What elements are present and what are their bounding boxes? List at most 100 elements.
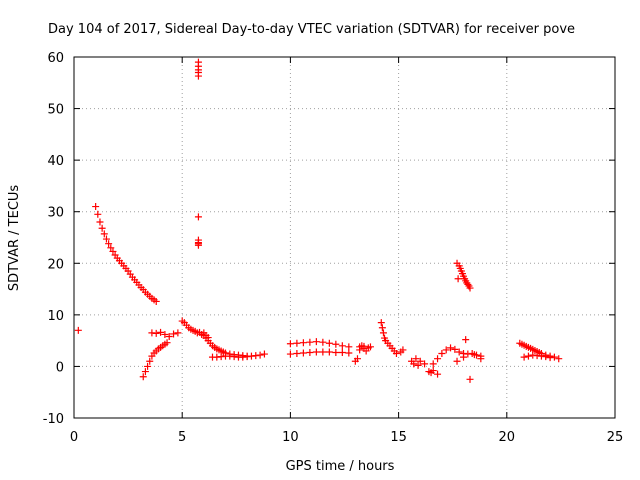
data-point (460, 353, 468, 361)
series-arc-decreasing-1 (92, 203, 160, 305)
x-tick-label: 0 (70, 430, 78, 445)
data-point (377, 319, 385, 327)
y-axis-label: SDTVAR / TECUs (7, 185, 22, 292)
data-point (555, 355, 563, 363)
series-arc-6-9h-lower (208, 352, 251, 361)
data-point (378, 324, 386, 332)
series-band-10-13h-upper (286, 338, 353, 351)
y-tick-label: 30 (47, 206, 64, 221)
data-point (524, 352, 532, 360)
data-point (94, 210, 102, 218)
data-point (161, 330, 169, 338)
data-point (414, 361, 422, 369)
data-point (286, 350, 294, 358)
data-point (286, 340, 294, 348)
series-arc-rising-2 (139, 339, 171, 381)
data-point (399, 346, 407, 354)
data-point (139, 373, 147, 381)
series-band-5h (148, 317, 212, 342)
data-point (319, 348, 327, 356)
chart-title: Day 104 of 2017, Sidereal Day-to-day VTE… (48, 22, 575, 37)
data-point (477, 355, 485, 363)
data-point (146, 357, 154, 365)
data-point (434, 355, 442, 363)
data-point (100, 230, 108, 238)
series-cluster-13h (351, 342, 374, 365)
y-tick-label: -10 (43, 412, 64, 427)
data-point (345, 343, 353, 351)
plot-frame (73, 56, 616, 419)
data-point (141, 368, 149, 376)
data-point (410, 360, 418, 368)
data-point (306, 349, 314, 357)
data-point (434, 370, 442, 378)
data-point (332, 349, 340, 357)
series-spike-5.8h (194, 58, 202, 249)
y-tick-label: 40 (47, 154, 64, 169)
series-band-10-13h-lower (286, 348, 353, 358)
data-point (429, 367, 437, 375)
data-point (152, 297, 160, 305)
series-isolated-start (74, 326, 82, 334)
data-point (299, 339, 307, 347)
series-arc-17.7-18.3h (453, 259, 474, 292)
data-point (338, 342, 346, 350)
series-arc-20.5-22.5h-lower (520, 351, 554, 362)
x-tick-label: 10 (282, 430, 299, 445)
data-point (366, 343, 374, 351)
y-tick-label: 10 (47, 309, 64, 324)
data-point (412, 355, 420, 363)
data-point (260, 350, 268, 358)
data-point (105, 240, 113, 248)
series-extras-17-19h (453, 336, 485, 383)
data-point (438, 350, 446, 358)
data-point (454, 275, 462, 283)
data-point (293, 339, 301, 347)
y-tick-label: 50 (47, 103, 64, 118)
data-point (416, 357, 424, 365)
data-point (332, 340, 340, 348)
data-point (256, 351, 264, 359)
data-point (462, 336, 470, 344)
data-point (546, 354, 554, 362)
data-point (379, 329, 387, 337)
y-tick-label: 0 (56, 360, 64, 375)
data-point (392, 350, 400, 358)
data-point (360, 342, 368, 350)
y-tick-label: 60 (47, 51, 64, 66)
data-point (520, 353, 528, 361)
series-cluster-15.5-16h (408, 355, 442, 378)
data-point (74, 326, 82, 334)
data-point (170, 330, 178, 338)
y-tick-label: 20 (47, 257, 64, 272)
data-point (455, 348, 463, 356)
series-arc-14-15h (377, 319, 407, 358)
data-point (542, 353, 550, 361)
axis-ticks: 0 5 10 15 20 25 -10 0 10 20 30 40 50 60 (43, 51, 624, 445)
data-point (163, 339, 171, 347)
data-point (299, 349, 307, 357)
data-point (98, 224, 106, 232)
data-point (345, 349, 353, 357)
x-tick-label: 25 (607, 430, 624, 445)
data-point (429, 360, 437, 368)
x-tick-label: 20 (499, 430, 516, 445)
data-point (102, 235, 110, 243)
x-tick-label: 5 (178, 430, 186, 445)
data-point (470, 351, 478, 359)
data-point (107, 244, 115, 252)
data-point (325, 339, 333, 347)
data-point (442, 346, 450, 354)
data-point (466, 284, 474, 292)
data-point (194, 72, 202, 80)
data-point (194, 213, 202, 221)
grid (74, 57, 615, 418)
data-point (319, 338, 327, 346)
data-point (325, 348, 333, 356)
x-tick-label: 15 (390, 430, 407, 445)
data-points (74, 58, 563, 383)
data-point (312, 348, 320, 356)
data-point (453, 357, 461, 365)
